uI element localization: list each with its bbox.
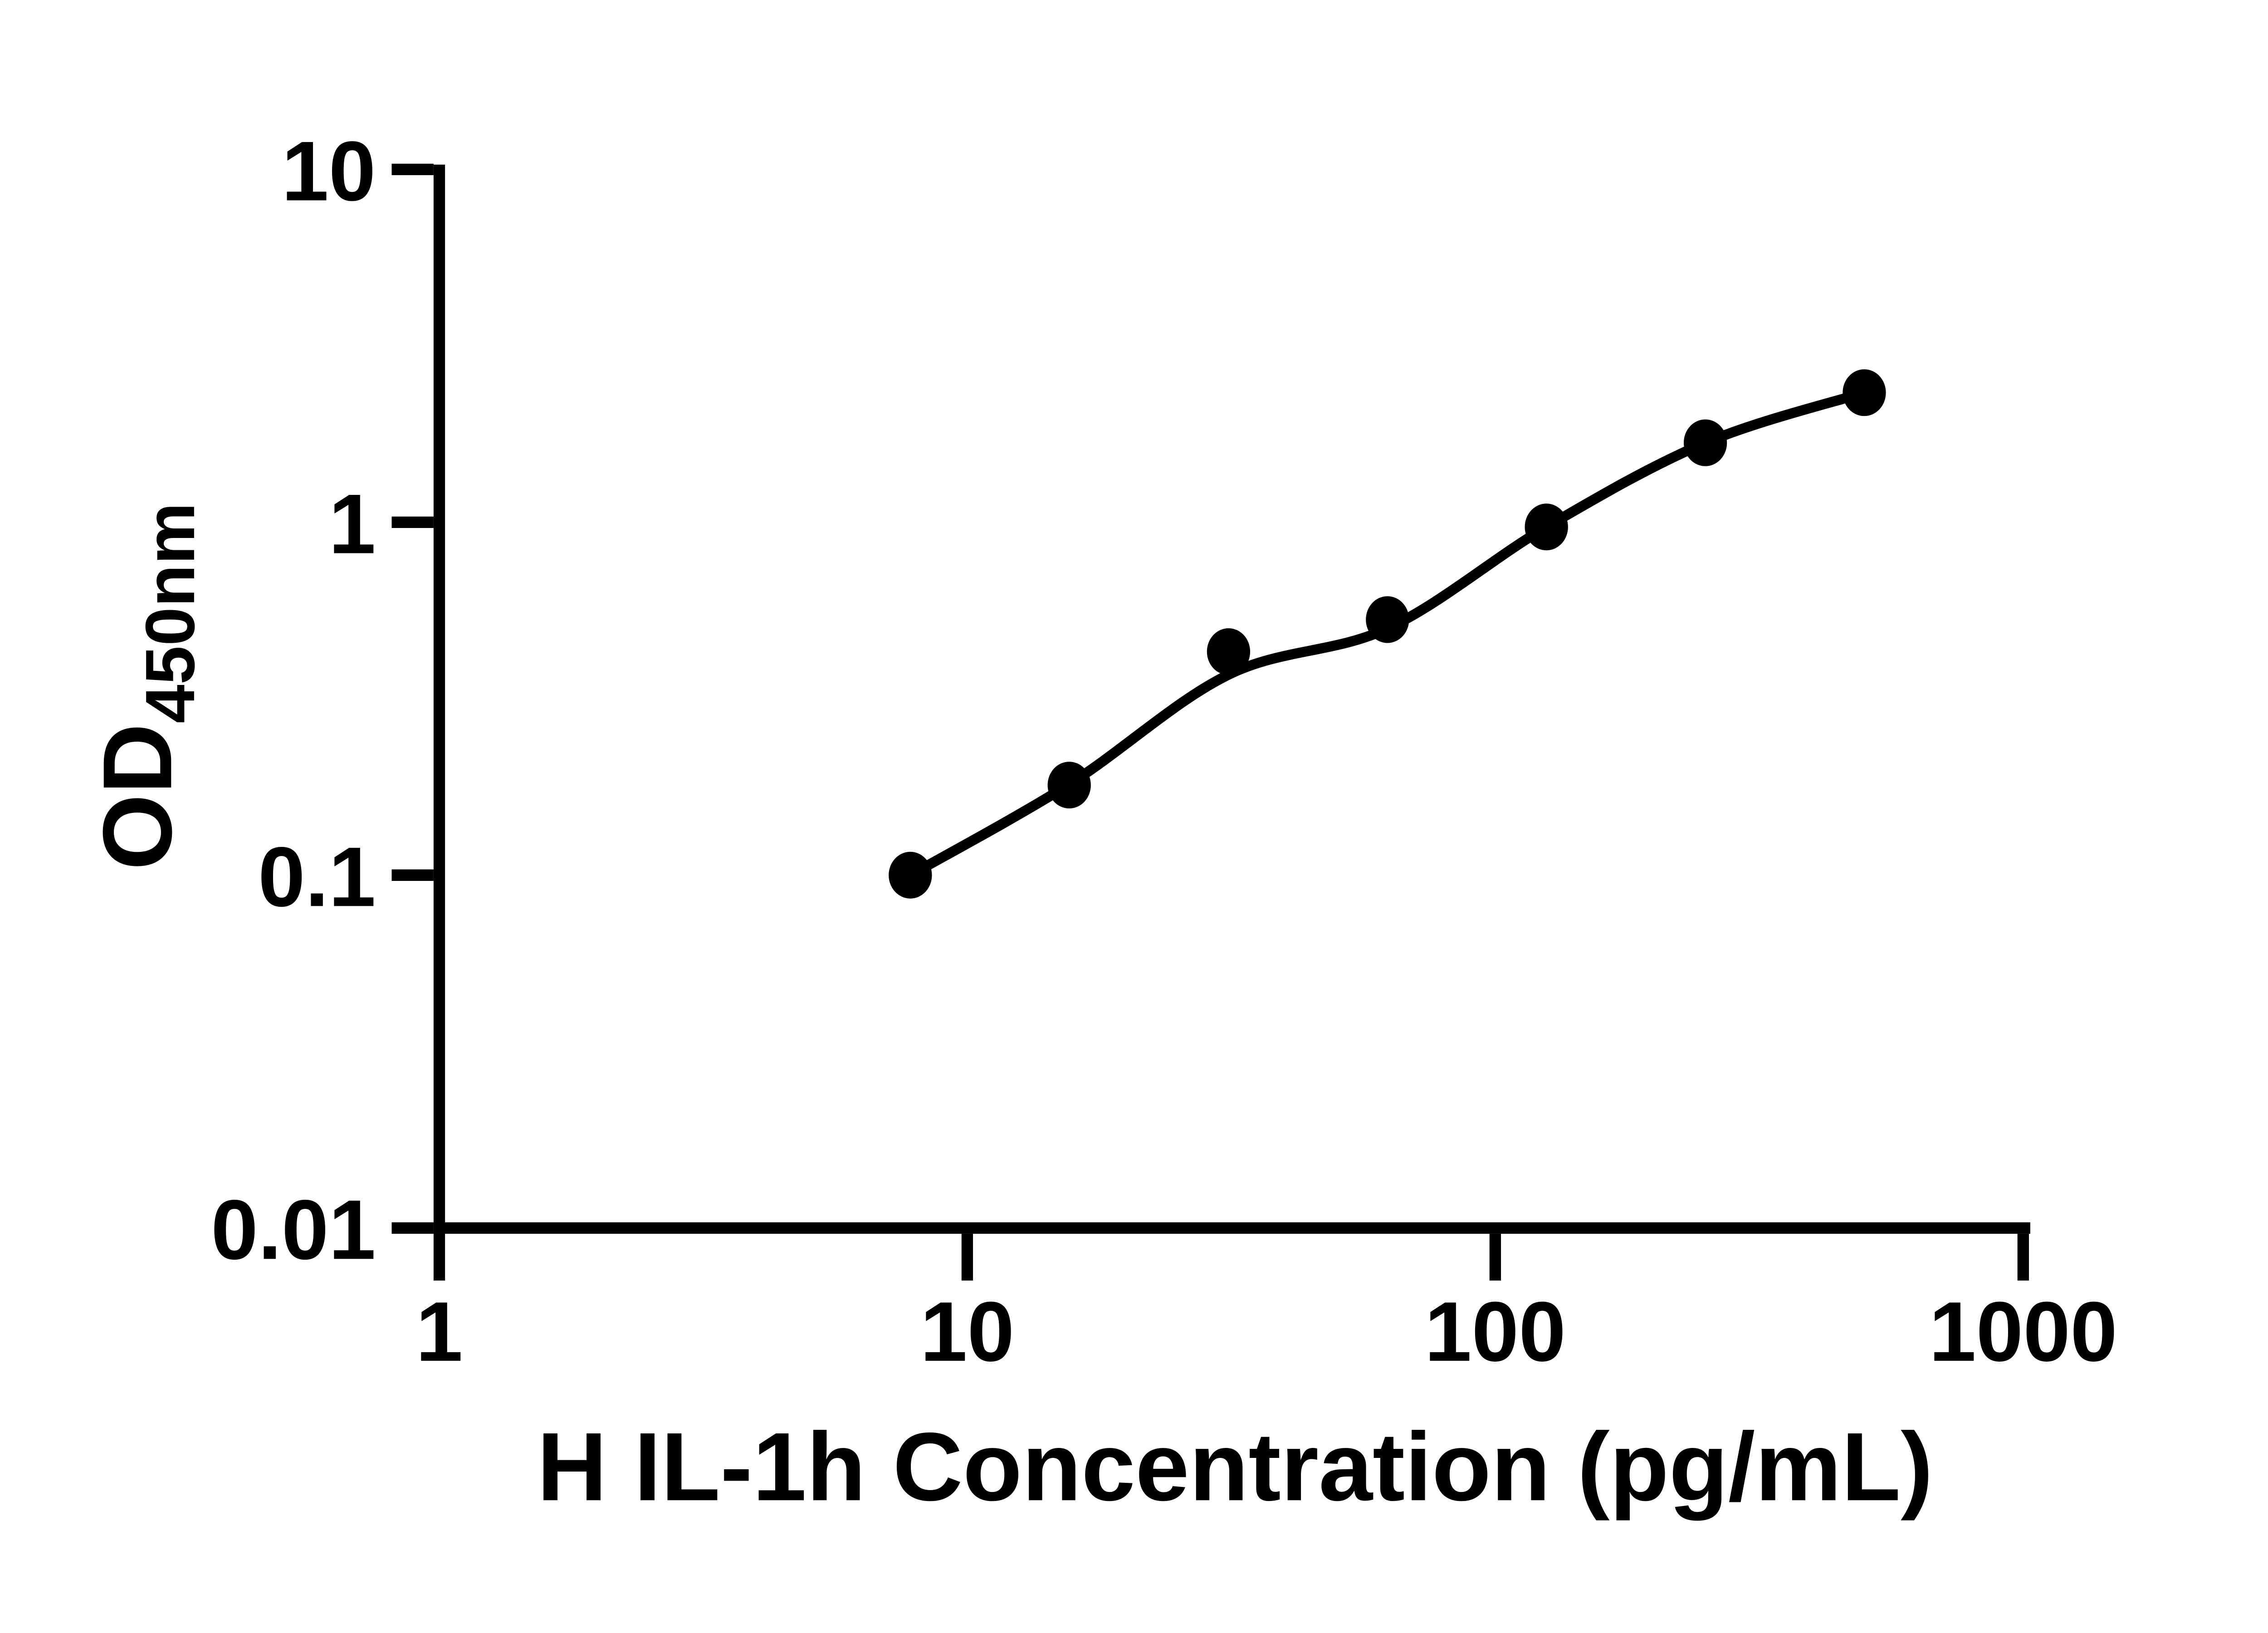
- x-tick-label-10: 10: [920, 1284, 1015, 1379]
- data-point-500pgml: [1843, 369, 1886, 416]
- y-axis-title-main: OD: [83, 724, 192, 870]
- y-axis-ticks: [391, 163, 434, 1234]
- data-point-250pgml: [1683, 419, 1727, 466]
- data-point-15.6pgml: [1047, 762, 1091, 809]
- data-point-7.8pgml: [889, 851, 932, 899]
- y-axis-title: OD450nm: [83, 503, 209, 870]
- x-axis-ticks: [433, 1233, 2029, 1281]
- data-points: [889, 369, 1886, 899]
- x-tick-label-1: 1: [416, 1284, 463, 1379]
- x-tick-label-100: 100: [1425, 1284, 1566, 1379]
- y-tick-label-10: 10: [282, 124, 376, 219]
- y-tick-label-1: 1: [329, 476, 376, 571]
- data-point-125pgml: [1525, 504, 1568, 551]
- data-point-31.25pgml: [1207, 628, 1251, 675]
- data-point-62.5pgml: [1366, 596, 1409, 643]
- x-tick-label-1000: 1000: [1929, 1284, 2117, 1379]
- y-tick-label-0.1: 0.1: [258, 829, 376, 924]
- y-axis-tick-labels: 0.01 0.1 1 10: [211, 124, 376, 1277]
- x-axis-title: H IL-1h Concentration (pg/mL): [537, 1413, 1933, 1521]
- axes: [433, 164, 2030, 1234]
- y-tick-label-0.01: 0.01: [211, 1182, 376, 1277]
- y-axis-title-subscript: 450nm: [131, 503, 209, 724]
- x-axis-tick-labels: 1 10 100 1000: [416, 1284, 2117, 1379]
